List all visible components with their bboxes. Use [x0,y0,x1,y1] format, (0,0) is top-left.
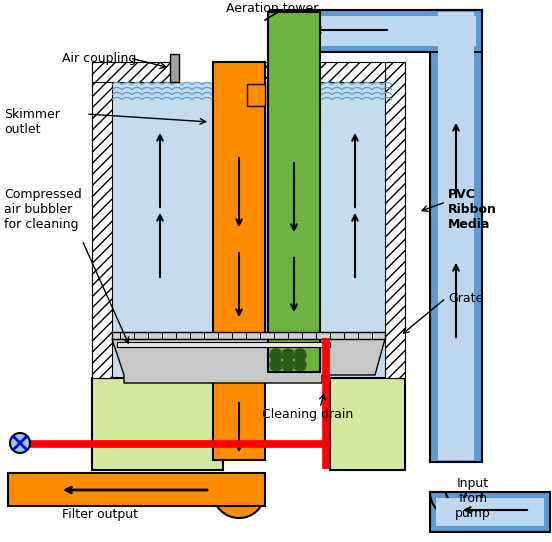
Circle shape [282,349,294,361]
Bar [213,62,265,460]
Bar [270,10,482,52]
Bar [227,62,385,82]
Text: Cleaning drain: Cleaning drain [262,408,354,421]
Bar [92,378,223,470]
Bar [92,62,172,82]
Bar [8,473,265,506]
Text: Aeration tower: Aeration tower [226,2,319,15]
Polygon shape [213,492,265,518]
Bar [112,332,385,339]
Bar [430,492,550,532]
Bar [112,82,385,378]
Circle shape [294,359,306,371]
Bar [28,440,329,447]
Polygon shape [112,339,385,383]
Bar [430,10,482,462]
Bar [274,16,476,46]
Text: Skimmer
outlet: Skimmer outlet [4,108,60,136]
Bar [268,12,320,372]
Text: Compressed
air bubbler
for cleaning: Compressed air bubbler for cleaning [4,188,82,231]
Text: Air coupling: Air coupling [62,52,136,65]
Bar [247,84,265,106]
Text: Filter output: Filter output [62,508,138,521]
Polygon shape [430,492,482,518]
Bar [92,62,112,378]
Circle shape [294,349,306,361]
Bar [385,62,405,378]
Text: Grate: Grate [448,292,483,305]
Bar [322,338,329,468]
Bar [438,12,474,460]
Circle shape [270,359,282,371]
Circle shape [10,433,30,453]
Text: Input
from
pump: Input from pump [455,477,491,520]
Bar [436,498,544,526]
Text: PVC
Ribbon
Media: PVC Ribbon Media [448,188,497,231]
Circle shape [270,349,282,361]
Bar [170,54,179,82]
Bar [330,378,405,470]
Bar [117,342,330,347]
Circle shape [282,359,294,371]
